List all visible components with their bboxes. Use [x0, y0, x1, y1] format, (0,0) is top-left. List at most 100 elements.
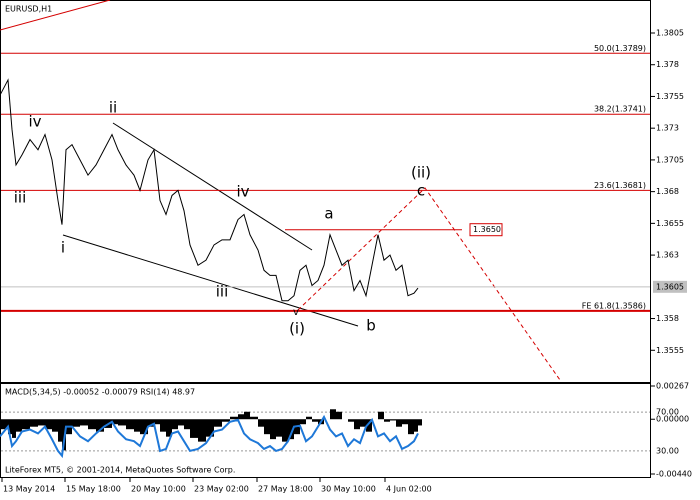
macd-bar	[22, 419, 30, 430]
wave-label: v	[293, 307, 299, 318]
macd-bar	[96, 419, 104, 432]
macd-bar	[276, 419, 282, 437]
macd-bar	[418, 419, 422, 426]
macd-bar	[140, 419, 148, 435]
macd-bar	[348, 419, 354, 422]
macd-bar	[378, 411, 384, 420]
x-tick-label: 15 May 18:00	[66, 485, 121, 494]
macd-bar	[336, 411, 342, 420]
macd-bar	[16, 419, 22, 432]
macd-bar	[134, 419, 140, 432]
current-price-label: 1.3605	[656, 282, 684, 291]
macd-bar	[72, 419, 80, 427]
y-tick-label: 1.3755	[656, 92, 684, 101]
wave-label: iv	[236, 183, 249, 201]
price-line	[0, 78, 419, 302]
wave-label: iii	[216, 283, 229, 301]
macd-bar	[80, 419, 88, 426]
macd-bar	[148, 419, 154, 427]
macd-bar	[30, 419, 38, 427]
channel-line	[112, 122, 313, 251]
y-tick-label: 1.3705	[656, 155, 684, 164]
y-tick-label: 1.358	[656, 314, 679, 323]
fib-label: 50.0(1.3789)	[594, 44, 646, 53]
trend-line	[0, 0, 111, 31]
x-tick-label: 23 May 02:00	[194, 485, 249, 494]
chart-title: EURUSD,H1	[5, 5, 52, 14]
macd-bar	[354, 419, 360, 430]
y-tick-label: 1.3805	[656, 28, 684, 37]
macd-bar	[172, 419, 178, 430]
x-tick-label: 30 May 10:00	[321, 485, 376, 494]
x-tick-label: 27 May 18:00	[258, 485, 313, 494]
macd-bar	[244, 411, 250, 420]
y-tick-label: 1.3655	[656, 219, 684, 228]
macd-bar	[282, 419, 288, 442]
macd-bar	[238, 414, 244, 420]
wave-label: iv	[28, 113, 41, 131]
wave-label: c	[417, 182, 425, 200]
macd-bar	[8, 419, 12, 435]
fib-label: 38.2(1.3741)	[594, 105, 646, 114]
macd-bar	[0, 419, 8, 430]
wave-label: (i)	[289, 320, 305, 338]
macd-bar	[198, 419, 206, 442]
y2-tick-label: 30.00	[656, 446, 679, 455]
macd-bar	[38, 419, 45, 426]
rsi-line	[0, 414, 419, 459]
macd-bar	[166, 419, 172, 437]
x-tick-label: 4 Jun 02:00	[386, 485, 432, 494]
macd-bar	[112, 419, 118, 425]
macd-bar	[330, 409, 336, 420]
macd-bar	[300, 419, 306, 425]
wave-label: iii	[14, 189, 27, 207]
macd-bar	[190, 419, 198, 438]
macd-bar	[214, 419, 222, 427]
y-tick-label: 0.00267	[656, 382, 689, 391]
y-tick-label: 1.378	[656, 60, 679, 69]
macd-bar	[360, 419, 366, 427]
macd-bar	[126, 419, 134, 430]
wave-label: b	[366, 317, 376, 335]
y2-tick-label: 70.00	[656, 408, 679, 417]
macd-bar	[366, 419, 372, 432]
macd-bar	[184, 419, 190, 430]
macd-bar	[264, 419, 270, 435]
macd-bar	[178, 419, 184, 426]
y-tick-label: 1.373	[656, 124, 679, 133]
projection	[297, 187, 561, 381]
macd-bar	[230, 416, 238, 420]
indicator-title: MACD(5,34,5) -0.00052 -0.00079 RSI(14) 4…	[5, 388, 195, 397]
macd-bar	[118, 419, 126, 426]
macd-bar	[270, 419, 276, 440]
wave-label: a	[324, 205, 333, 223]
y-tick-label: 1.363	[656, 251, 679, 260]
macd-bar	[88, 419, 96, 430]
wave-label: (ii)	[411, 164, 431, 182]
current-price-box	[653, 280, 687, 293]
price-panel	[0, 0, 651, 383]
fib-label: 23.6(1.3681)	[594, 181, 646, 190]
macd-bar	[258, 419, 264, 427]
macd-bar	[414, 419, 418, 432]
y-tick-label: 1.368	[656, 187, 679, 196]
macd-bar	[58, 419, 62, 442]
macd-bar	[160, 419, 166, 432]
y-tick-label: 0.00000	[656, 415, 689, 424]
macd-bar	[384, 419, 390, 422]
macd-bar	[250, 416, 258, 420]
wave-label: ii	[109, 99, 117, 117]
fib-label: FE 61.8(1.3586)	[582, 301, 646, 310]
macd-bar	[306, 416, 312, 420]
macd-bar	[154, 419, 160, 425]
macd-bar	[52, 419, 58, 432]
macd-bar	[288, 419, 294, 440]
macd-bar	[408, 419, 414, 435]
macd-bar	[390, 419, 396, 421]
macd-bar	[222, 419, 230, 422]
y-tick-label: 1.3555	[656, 346, 684, 355]
macd-bar	[402, 419, 408, 425]
wave-label: i	[61, 239, 65, 257]
